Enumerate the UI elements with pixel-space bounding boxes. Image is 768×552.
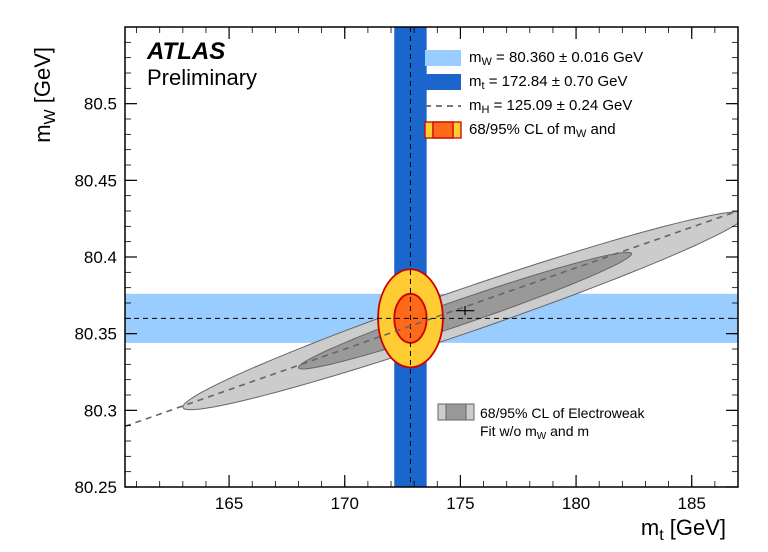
xtick-label: 185 [678,494,706,513]
legend-swatch [425,74,461,90]
legend-swatch [433,122,453,138]
atlas-label: ATLAS [146,38,225,65]
x-axis-label: mt [GeV] [641,515,726,544]
ytick-label: 80.35 [74,325,117,344]
fit-legend-line: Fit w/o mW and m [480,423,589,442]
xtick-label: 175 [446,494,474,513]
xtick-label: 180 [562,494,590,513]
ytick-label: 80.45 [74,171,117,190]
y-axis-label: mW [GeV] [30,47,59,143]
xtick-label: 170 [331,494,359,513]
ytick-label: 80.5 [84,95,117,114]
preliminary-label: Preliminary [147,65,257,90]
ytick-label: 80.3 [84,401,117,420]
fit-legend-swatch [446,404,466,420]
ytick-label: 80.25 [74,478,117,497]
legend-swatch [425,50,461,66]
ytick-label: 80.4 [84,248,117,267]
legend-text: mH = 125.09 ± 0.24 GeV [469,97,632,116]
legend-text: mt = 172.84 ± 0.70 GeV [469,73,627,92]
xtick-label: 165 [215,494,243,513]
legend-text: 68/95% CL of mW and [469,121,616,140]
legend-text: mW = 80.360 ± 0.016 GeV [469,49,643,68]
fit-legend-line: 68/95% CL of Electroweak [480,405,645,421]
